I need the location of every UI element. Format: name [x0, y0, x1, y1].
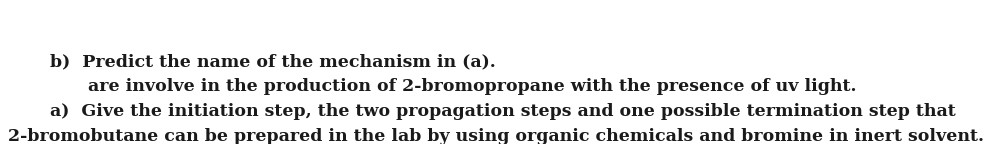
Text: are involve in the production of 2-bromopropane with the presence of uv light.: are involve in the production of 2-bromo…	[88, 78, 856, 95]
Text: 2-bromobutane can be prepared in the lab by using organic chemicals and bromine : 2-bromobutane can be prepared in the lab…	[8, 128, 984, 144]
Text: a)  Give the initiation step, the two propagation steps and one possible termina: a) Give the initiation step, the two pro…	[50, 103, 955, 120]
Text: b)  Predict the name of the mechanism in (a).: b) Predict the name of the mechanism in …	[50, 53, 496, 70]
